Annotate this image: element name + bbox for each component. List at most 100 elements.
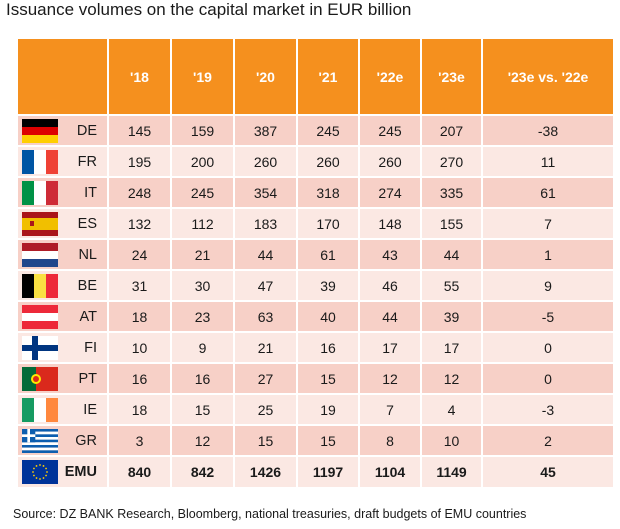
value-cell: -38 bbox=[481, 114, 615, 147]
value-cell: 27 bbox=[233, 362, 298, 395]
value-cell: 9 bbox=[170, 331, 235, 364]
value-cell: 148 bbox=[358, 207, 422, 240]
value-cell: 16 bbox=[170, 362, 235, 395]
value-cell: 40 bbox=[296, 300, 360, 333]
value-cell: 11 bbox=[481, 145, 615, 178]
value-cell: 12 bbox=[170, 424, 235, 457]
value-cell: 15 bbox=[170, 393, 235, 426]
value-cell: 24 bbox=[107, 238, 172, 271]
value-cell: 4 bbox=[420, 393, 483, 426]
value-cell: 21 bbox=[170, 238, 235, 271]
country-cell: AT bbox=[16, 300, 109, 333]
value-cell: 63 bbox=[233, 300, 298, 333]
table-row: FI 10 9 21 16 17 17 0 bbox=[16, 331, 615, 364]
country-code: DE bbox=[76, 122, 97, 139]
value-cell: 31 bbox=[107, 269, 172, 302]
value-cell: 0 bbox=[481, 362, 615, 395]
austria-flag-icon bbox=[22, 304, 58, 329]
value-cell: 245 bbox=[170, 176, 235, 209]
value-cell: 21 bbox=[233, 331, 298, 364]
value-cell: 248 bbox=[107, 176, 172, 209]
country-cell: BE bbox=[16, 269, 109, 302]
spain-flag-icon bbox=[22, 211, 58, 236]
portugal-flag-icon bbox=[22, 366, 58, 391]
value-cell: 47 bbox=[233, 269, 298, 302]
country-cell: GR bbox=[16, 424, 109, 457]
value-cell: 30 bbox=[170, 269, 235, 302]
value-cell: 260 bbox=[358, 145, 422, 178]
table-row: BE 31 30 47 39 46 55 9 bbox=[16, 269, 615, 302]
country-cell: EMU bbox=[16, 455, 109, 489]
finland-flag-icon bbox=[22, 335, 58, 360]
country-code: FR bbox=[77, 153, 97, 170]
value-cell: -3 bbox=[481, 393, 615, 426]
country-code: PT bbox=[78, 370, 97, 387]
header-country bbox=[16, 37, 109, 116]
greece-flag-icon bbox=[22, 428, 58, 453]
issuance-table: '18 '19 '20 '21 '22e '23e '23e vs. '22e … bbox=[16, 37, 615, 489]
table-row: GR 3 12 15 15 8 10 2 bbox=[16, 424, 615, 457]
value-cell: 260 bbox=[296, 145, 360, 178]
value-cell: 23 bbox=[170, 300, 235, 333]
eu-flag-icon bbox=[22, 460, 58, 484]
value-cell: 8 bbox=[358, 424, 422, 457]
source-note: Source: DZ BANK Research, Bloomberg, nat… bbox=[13, 507, 527, 521]
table-row: ES 132 112 183 170 148 155 7 bbox=[16, 207, 615, 240]
table-row: PT 16 16 27 15 12 12 0 bbox=[16, 362, 615, 395]
country-cell: FI bbox=[16, 331, 109, 364]
value-cell: 1197 bbox=[296, 455, 360, 489]
value-cell: 132 bbox=[107, 207, 172, 240]
table-row: DE 145 159 387 245 245 207 -38 bbox=[16, 114, 615, 147]
value-cell: 39 bbox=[420, 300, 483, 333]
value-cell: 19 bbox=[296, 393, 360, 426]
header-row: '18 '19 '20 '21 '22e '23e '23e vs. '22e bbox=[16, 37, 615, 116]
header-2021: '21 bbox=[296, 37, 360, 116]
country-cell: IT bbox=[16, 176, 109, 209]
header-2020: '20 bbox=[233, 37, 298, 116]
value-cell: 354 bbox=[233, 176, 298, 209]
value-cell: 159 bbox=[170, 114, 235, 147]
country-code: NL bbox=[78, 246, 97, 263]
value-cell: 44 bbox=[420, 238, 483, 271]
value-cell: 46 bbox=[358, 269, 422, 302]
value-cell: 43 bbox=[358, 238, 422, 271]
country-code: GR bbox=[75, 432, 97, 449]
value-cell: 274 bbox=[358, 176, 422, 209]
germany-flag-icon bbox=[22, 118, 58, 143]
header-2022e: '22e bbox=[358, 37, 422, 116]
value-cell: 1426 bbox=[233, 455, 298, 489]
value-cell: 2 bbox=[481, 424, 615, 457]
value-cell: 7 bbox=[481, 207, 615, 240]
value-cell: 18 bbox=[107, 300, 172, 333]
value-cell: 10 bbox=[420, 424, 483, 457]
value-cell: -5 bbox=[481, 300, 615, 333]
value-cell: 145 bbox=[107, 114, 172, 147]
country-code: BE bbox=[77, 277, 97, 294]
value-cell: 15 bbox=[296, 424, 360, 457]
value-cell: 44 bbox=[233, 238, 298, 271]
value-cell: 260 bbox=[233, 145, 298, 178]
value-cell: 9 bbox=[481, 269, 615, 302]
netherlands-flag-icon bbox=[22, 242, 58, 267]
value-cell: 0 bbox=[481, 331, 615, 364]
value-cell: 18 bbox=[107, 393, 172, 426]
value-cell: 207 bbox=[420, 114, 483, 147]
total-row: EMU 840 842 1426 1197 1104 1149 45 bbox=[16, 455, 615, 489]
country-code: FI bbox=[84, 339, 97, 356]
country-code: AT bbox=[79, 308, 97, 325]
value-cell: 12 bbox=[358, 362, 422, 395]
chart-title: Issuance volumes on the capital market i… bbox=[6, 0, 412, 19]
value-cell: 17 bbox=[420, 331, 483, 364]
value-cell: 12 bbox=[420, 362, 483, 395]
value-cell: 842 bbox=[170, 455, 235, 489]
country-code: IT bbox=[84, 184, 97, 201]
header-2018: '18 bbox=[107, 37, 172, 116]
value-cell: 16 bbox=[107, 362, 172, 395]
value-cell: 270 bbox=[420, 145, 483, 178]
value-cell: 25 bbox=[233, 393, 298, 426]
value-cell: 155 bbox=[420, 207, 483, 240]
value-cell: 1104 bbox=[358, 455, 422, 489]
value-cell: 3 bbox=[107, 424, 172, 457]
country-cell: NL bbox=[16, 238, 109, 271]
header-2023e: '23e bbox=[420, 37, 483, 116]
